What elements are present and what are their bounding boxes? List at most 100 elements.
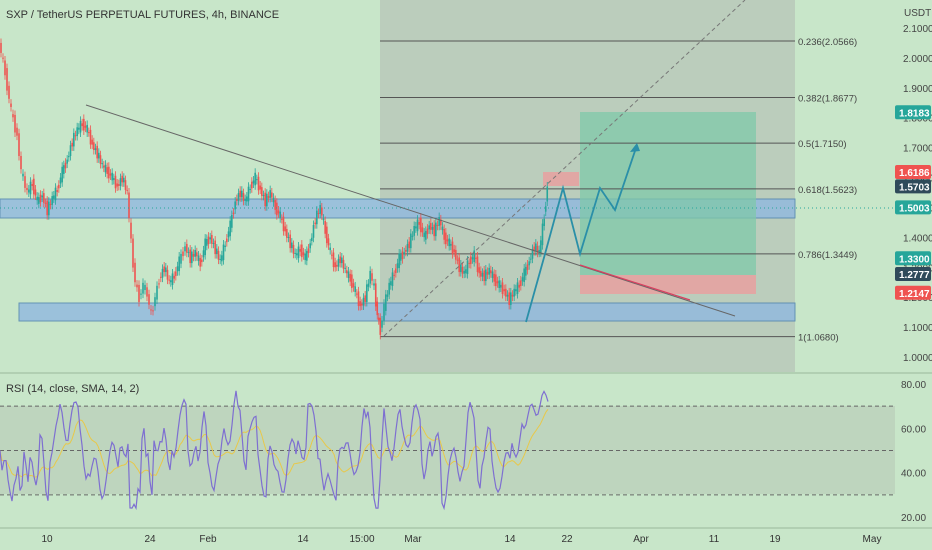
candle-body <box>485 269 487 282</box>
candle-body <box>249 188 251 190</box>
candle-body <box>478 267 480 274</box>
candle-body <box>324 221 326 234</box>
candle-body <box>16 127 18 136</box>
candle-body <box>428 225 430 230</box>
entry-box[interactable] <box>543 172 579 186</box>
candle-body <box>490 270 492 274</box>
price-badge-label: 1.8183 <box>899 108 930 119</box>
candle-body <box>56 190 58 192</box>
candle-body <box>535 243 537 252</box>
candle-body <box>481 272 484 277</box>
candle-body <box>332 252 335 268</box>
candle-body <box>124 180 127 190</box>
target-zone[interactable] <box>580 112 756 275</box>
candle-body <box>165 267 167 273</box>
candle-body <box>540 240 542 253</box>
candle-body <box>101 163 103 165</box>
price-badge <box>895 200 931 215</box>
candle-body <box>14 114 16 133</box>
candle-body <box>423 232 425 238</box>
fibonacci-levels: 0.236(2.0566) 0.382(1.8677) 0.5(1.7150) 0.6… <box>380 37 857 344</box>
candle-body <box>211 234 213 244</box>
candle-body <box>488 267 490 275</box>
candle-body <box>132 238 134 268</box>
candle-body <box>354 286 356 292</box>
candle-body <box>262 195 265 197</box>
candle-body <box>508 292 510 305</box>
candle-body <box>301 244 303 258</box>
candle-body <box>511 294 514 297</box>
support-zone[interactable] <box>18 302 796 322</box>
candle-body <box>126 189 128 191</box>
candle-body <box>10 103 12 107</box>
candle-body <box>199 257 201 267</box>
candle-body <box>202 250 205 258</box>
candle-body <box>312 225 315 238</box>
candle-body <box>526 264 529 271</box>
time-tick-label: Apr <box>633 534 649 545</box>
time-tick-label: 11 <box>709 534 720 545</box>
candle-body <box>410 233 412 249</box>
candle-body <box>316 210 318 225</box>
candle-body <box>89 129 92 145</box>
stop-zone[interactable] <box>580 275 756 294</box>
candle-body <box>180 253 182 264</box>
candle-body <box>259 185 261 190</box>
candle-body <box>401 251 404 260</box>
descending-trendline[interactable] <box>85 104 736 317</box>
candle-body <box>436 225 439 227</box>
time-axis[interactable]: 10 24 Feb 14 15:00 Mar 14 22 Apr 11 19 May <box>41 534 881 545</box>
candle-body <box>150 309 152 311</box>
candle-body <box>206 238 208 246</box>
rsi-line <box>0 390 549 511</box>
fib-diagonal-dashed[interactable] <box>383 0 746 337</box>
candle-body <box>142 282 144 294</box>
candle-body <box>28 189 30 193</box>
price-badges: 1.8183 1.6186 1.5703 1.5003 1.3300 1.2777 1.21… <box>895 105 931 300</box>
candle-body <box>461 266 464 274</box>
trendline-red-segment <box>579 264 691 301</box>
candle-body <box>91 139 93 145</box>
rsi-axis[interactable]: 80.00 60.00 40.00 20.00 <box>901 380 926 524</box>
candle-body <box>79 120 82 133</box>
candle-body <box>476 256 479 273</box>
candle-body <box>543 218 545 226</box>
candle-body <box>491 271 494 279</box>
candle-body <box>361 303 363 306</box>
candle-body <box>116 183 118 187</box>
price-series <box>0 38 549 340</box>
projection-path[interactable] <box>525 144 638 323</box>
candle-body <box>336 264 338 267</box>
candle-body <box>530 258 532 260</box>
candle-body <box>471 257 474 260</box>
candle-body <box>516 282 519 294</box>
candle-body <box>352 283 355 288</box>
candle-body <box>173 275 175 279</box>
candle-body <box>176 266 179 272</box>
candle-body <box>192 253 195 257</box>
candle-body <box>279 211 281 219</box>
candle-body <box>246 196 248 202</box>
candle-body <box>391 272 394 287</box>
candle-body <box>216 248 218 255</box>
candle-body <box>88 132 90 134</box>
candle-body <box>281 218 283 220</box>
candle-body <box>538 249 540 253</box>
candle-body <box>231 215 233 228</box>
time-tick-label: 14 <box>297 534 309 545</box>
time-tick-label: 22 <box>561 534 573 545</box>
time-tick-label: 15:00 <box>349 534 374 545</box>
candle-body <box>466 260 469 275</box>
candle-body <box>242 193 245 201</box>
candle-body <box>435 222 437 237</box>
time-tick-label: 19 <box>769 534 781 545</box>
candle-body <box>114 175 117 189</box>
candle-body <box>425 230 427 240</box>
candle-body <box>296 253 298 256</box>
price-tick-label: 1.7000 <box>903 144 932 155</box>
candle-body <box>373 283 375 286</box>
time-tick-label: 10 <box>41 534 53 545</box>
candle-body <box>326 226 328 244</box>
candle-body <box>266 193 268 207</box>
